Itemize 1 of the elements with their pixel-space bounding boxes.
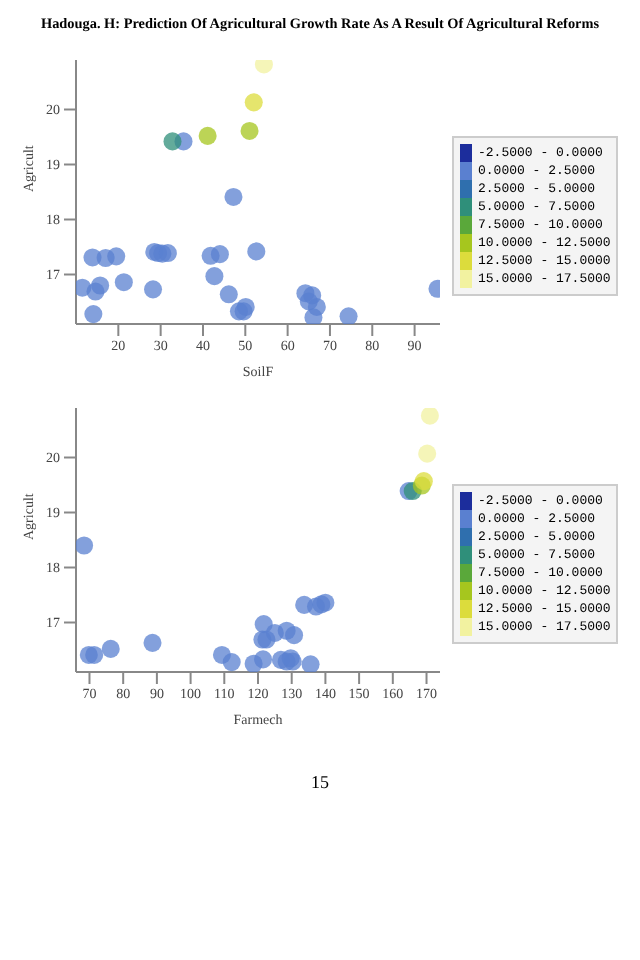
text: 15 xyxy=(309,772,331,792)
